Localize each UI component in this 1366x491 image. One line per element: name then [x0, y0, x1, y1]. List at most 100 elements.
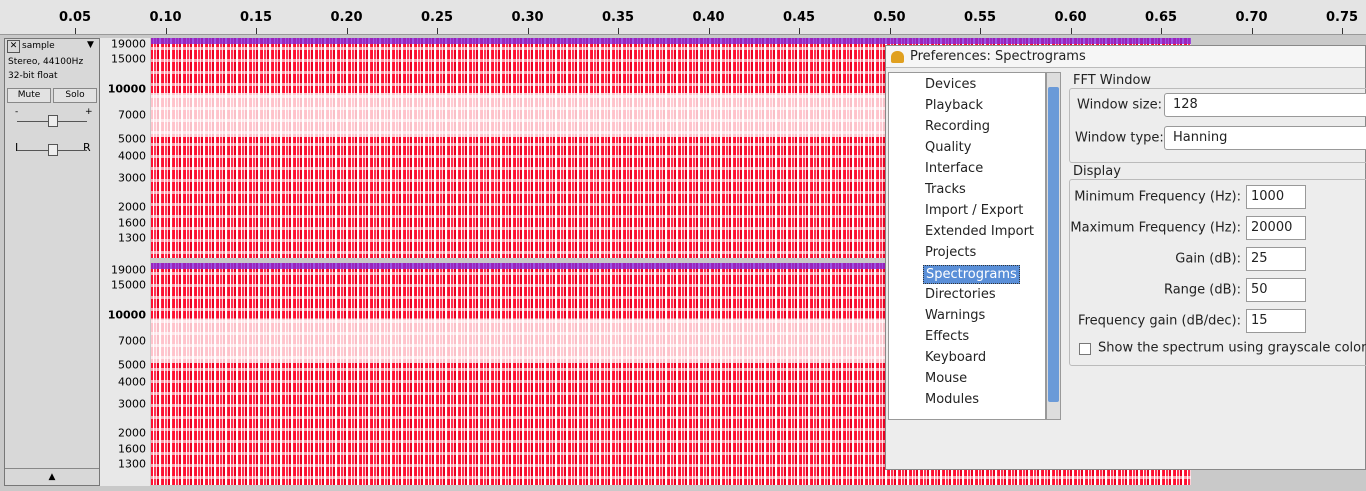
ruler-label: 0.55	[963, 10, 997, 25]
ruler-label: 0.15	[239, 10, 273, 25]
frequency-label: 15000	[111, 278, 146, 292]
category-item[interactable]: Recording	[925, 119, 991, 134]
frequency-label: 1300	[118, 231, 146, 245]
category-item[interactable]: Warnings	[925, 308, 986, 323]
ruler-tick	[1342, 28, 1343, 34]
ruler-tick	[889, 28, 891, 34]
track-panel: ✕ sample ▼ Stereo, 44100Hz 32-bit float …	[4, 38, 100, 486]
ruler-tick	[165, 28, 167, 34]
frequency-label: 2000	[118, 200, 146, 214]
category-item[interactable]: Effects	[925, 329, 970, 344]
ruler-label: 0.75	[1325, 10, 1359, 25]
display-group	[1069, 179, 1366, 366]
category-list: Devices Playback Recording Quality Interface…	[888, 72, 1046, 420]
frequency-label: 2000	[118, 426, 146, 440]
category-item[interactable]: Directories	[925, 287, 996, 302]
category-item[interactable]: Playback	[925, 98, 984, 113]
category-item[interactable]: Interface	[925, 161, 984, 176]
window-type-combo[interactable]: Hanning	[1164, 126, 1366, 150]
window-size-combo[interactable]: 128	[1164, 93, 1366, 117]
ruler-label: 0.70	[1235, 10, 1268, 25]
frequency-label: 5000	[118, 358, 146, 372]
app-icon	[891, 51, 904, 63]
ruler-tick	[1251, 28, 1253, 34]
frequency-label: 1600	[118, 216, 146, 230]
frequency-label: 4000	[118, 149, 146, 163]
mute-button[interactable]: Mute	[7, 88, 51, 103]
frequency-label: 15000	[111, 52, 146, 66]
category-item[interactable]: Keyboard	[925, 350, 987, 365]
frequency-label: 10000	[107, 308, 146, 322]
ruler-tick	[346, 28, 348, 34]
category-item[interactable]: Quality	[925, 140, 972, 155]
gain-minus: -	[15, 107, 19, 117]
ruler-tick	[708, 28, 710, 34]
ruler-tick	[980, 28, 981, 34]
category-item[interactable]: Spectrograms	[923, 265, 1020, 284]
field-input[interactable]: 15	[1246, 309, 1306, 333]
fft-heading: FFT Window	[1073, 73, 1152, 88]
gain-thumb[interactable]	[48, 115, 58, 127]
frequency-label: 7000	[118, 108, 146, 122]
ruler-label: 0.30	[511, 10, 544, 25]
field-label: Frequency gain (dB/dec):	[1078, 313, 1241, 329]
grayscale-checkbox[interactable]	[1079, 343, 1091, 355]
category-item[interactable]: Projects	[925, 245, 977, 260]
category-item[interactable]: Extended Import	[925, 224, 1035, 239]
ruler-tick	[256, 28, 257, 34]
frequency-label: 19000	[111, 263, 146, 277]
frequency-label: 1300	[118, 457, 146, 471]
frequency-label: 5000	[118, 132, 146, 146]
category-item[interactable]: Modules	[925, 392, 980, 407]
ruler-tick	[75, 28, 76, 34]
fft-group	[1069, 88, 1366, 163]
ruler-label: 0.05	[58, 10, 92, 25]
time-ruler: 0.05 0.10 0.15 0.20 0.25 0.30 0.35 0.40 0.45 0.50…	[0, 0, 1366, 35]
ruler-label: 0.10	[149, 10, 182, 25]
window-size-label: Window size:	[1077, 97, 1162, 113]
frequency-label: 19000	[111, 37, 146, 51]
gain-plus: +	[85, 107, 93, 117]
dialog-title: Preferences: Spectrograms	[886, 46, 1365, 68]
ruler-tick	[1070, 28, 1072, 34]
category-item[interactable]: Tracks	[925, 182, 966, 197]
scrollbar[interactable]	[1046, 72, 1061, 420]
ruler-label: 0.25	[420, 10, 454, 25]
ruler-tick	[437, 28, 438, 34]
field-input[interactable]: 1000	[1246, 185, 1306, 209]
category-item[interactable]: Import / Export	[925, 203, 1024, 218]
track-name[interactable]: sample	[22, 41, 55, 51]
display-heading: Display	[1073, 164, 1121, 179]
solo-button[interactable]: Solo	[53, 88, 97, 103]
ruler-label: 0.60	[1054, 10, 1087, 25]
frequency-label: 4000	[118, 375, 146, 389]
ruler-label: 0.45	[782, 10, 816, 25]
ruler-tick	[1161, 28, 1162, 34]
close-track[interactable]: ✕	[7, 40, 20, 53]
frequency-scale: 19000 15000 10000 7000 5000 4000 3000 2000 1600 1…	[100, 38, 150, 486]
ruler-label: 0.65	[1144, 10, 1178, 25]
field-input[interactable]: 50	[1246, 278, 1306, 302]
grayscale-label[interactable]: Show the spectrum using grayscale colors	[1098, 340, 1366, 356]
ruler-label: 0.20	[330, 10, 363, 25]
ruler-label: 0.40	[692, 10, 725, 25]
frequency-label: 7000	[118, 334, 146, 348]
frequency-label: 3000	[118, 171, 146, 185]
scroll-thumb[interactable]	[1048, 87, 1059, 402]
collapse-button[interactable]: ▲	[5, 468, 99, 485]
pan-thumb[interactable]	[48, 144, 58, 156]
category-item[interactable]: Mouse	[925, 371, 968, 386]
ruler-tick	[799, 28, 800, 34]
field-label: Minimum Frequency (Hz):	[1074, 189, 1241, 205]
pan-left: L	[15, 141, 22, 154]
track-menu[interactable]: ▼	[87, 40, 94, 50]
field-input[interactable]: 20000	[1246, 216, 1306, 240]
field-input[interactable]: 25	[1246, 247, 1306, 271]
category-item[interactable]: Devices	[925, 77, 977, 92]
track-format: Stereo, 44100Hz	[8, 57, 84, 67]
track-bit-depth: 32-bit float	[8, 71, 58, 81]
ruler-tick	[527, 28, 529, 34]
ruler-tick	[618, 28, 619, 34]
pan-right: R	[83, 141, 91, 154]
